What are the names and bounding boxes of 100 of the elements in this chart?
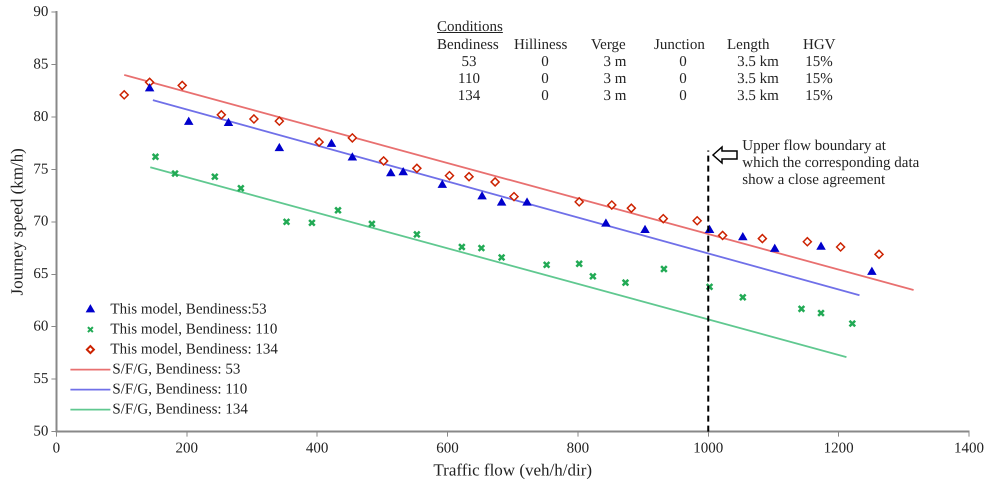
- annotation: Bendiness: [437, 36, 499, 53]
- point: [412, 164, 422, 174]
- point: [282, 218, 291, 226]
- x-axis-title: Traffic flow (veh/h/dir): [433, 460, 592, 480]
- point: [412, 230, 421, 238]
- point: [621, 278, 630, 287]
- point: [542, 260, 551, 269]
- point: [314, 137, 324, 147]
- y-tick-label: 60: [33, 318, 48, 335]
- point: [574, 197, 584, 207]
- point: [378, 156, 388, 166]
- annotation: 0: [679, 88, 687, 104]
- annotation: 0: [541, 70, 549, 87]
- point: [522, 198, 532, 206]
- legend-label: This model, Bendiness:53: [110, 302, 267, 318]
- point: [575, 260, 584, 268]
- annotation: 15%: [805, 54, 833, 70]
- annotation: Conditions: [437, 19, 503, 36]
- point: [216, 110, 226, 120]
- annotation: 0: [541, 54, 549, 70]
- point: [802, 236, 812, 246]
- point: [464, 172, 474, 182]
- x-tick-label: 0: [52, 440, 60, 457]
- point: [848, 319, 856, 328]
- point: [249, 114, 259, 124]
- point: [398, 168, 408, 176]
- x-tick-label: 600: [436, 440, 459, 457]
- point: [477, 244, 486, 252]
- annotation: 3 m: [604, 88, 627, 104]
- annotation: HGV: [803, 36, 836, 53]
- point: [497, 198, 506, 206]
- point: [334, 206, 342, 214]
- point: [478, 192, 486, 200]
- legend-label: S/F/G, Bendiness: 110: [112, 382, 248, 398]
- point: [868, 267, 876, 275]
- annotation: Length: [727, 36, 770, 53]
- y-tick-label: 90: [33, 4, 48, 20]
- point: [348, 153, 357, 161]
- point: [170, 169, 180, 178]
- point: [607, 200, 617, 210]
- point: [236, 184, 245, 192]
- point: [308, 218, 316, 227]
- point: [874, 250, 884, 260]
- point: [738, 232, 748, 240]
- point: [119, 90, 129, 100]
- point: [438, 180, 447, 188]
- point: [458, 242, 466, 252]
- annotation: 110: [458, 70, 480, 87]
- point: [836, 242, 846, 252]
- y-tick-label: 80: [33, 108, 48, 125]
- point: [498, 253, 506, 262]
- annotation: 0: [679, 54, 687, 70]
- annotation: 0: [679, 70, 687, 87]
- legend-label: S/F/G, Bendiness: 53: [112, 362, 240, 378]
- point: [660, 264, 668, 274]
- point: [151, 152, 160, 161]
- point: [490, 177, 500, 187]
- point: [770, 244, 779, 252]
- point: [640, 225, 650, 233]
- point: [602, 219, 610, 227]
- point: [348, 133, 358, 143]
- annotation: 53: [462, 54, 476, 70]
- annotation: 15%: [805, 70, 833, 87]
- point: [509, 192, 519, 202]
- y-axis-title: Journey speed (km/h): [8, 148, 27, 296]
- point: [177, 80, 187, 90]
- point: [797, 304, 806, 313]
- annotation: Upper flow boundary at which the corresponding data show a close agreement: [742, 138, 920, 188]
- y-tick-label: 70: [33, 214, 48, 230]
- y-tick-label: 55: [33, 371, 48, 388]
- point: [816, 308, 826, 318]
- point: [184, 117, 193, 125]
- point: [327, 139, 336, 147]
- point: [658, 214, 668, 224]
- x-tick-label: 1400: [954, 440, 984, 457]
- annotation: Junction: [654, 36, 706, 53]
- y-tick-label: 50: [33, 424, 48, 440]
- point: [275, 144, 284, 152]
- annotation: 3.5 km: [737, 88, 780, 104]
- point: [210, 172, 219, 181]
- y-tick-label: 75: [33, 161, 48, 178]
- x-tick-label: 1000: [693, 440, 724, 457]
- x-tick-label: 800: [566, 440, 590, 457]
- legend-label: This model, Bendiness: 134: [110, 342, 278, 358]
- point: [816, 242, 826, 250]
- point: [274, 116, 284, 126]
- point: [386, 168, 396, 176]
- point: [626, 203, 636, 213]
- annotation: 15%: [805, 88, 833, 104]
- point: [692, 216, 702, 226]
- annotation: 134: [458, 88, 481, 104]
- legend-label: S/F/G, Bendiness: 134: [112, 402, 248, 418]
- point: [758, 234, 768, 244]
- annotation: 3.5 km: [737, 54, 780, 70]
- annotation: Verge: [591, 36, 626, 53]
- x-tick-label: 200: [176, 440, 198, 457]
- annotation: Hilliness: [514, 36, 568, 53]
- point: [738, 293, 747, 302]
- annotation: 3 m: [604, 70, 627, 87]
- y-tick-label: 85: [33, 56, 48, 72]
